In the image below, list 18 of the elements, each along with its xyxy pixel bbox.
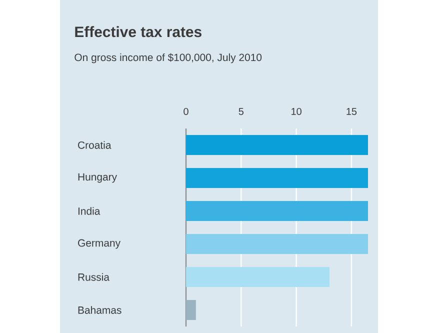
y-tick-label: Croatia [78, 141, 112, 149]
bar [186, 168, 368, 188]
x-tick-label: 5 [238, 108, 244, 115]
bar [186, 300, 196, 320]
bar [186, 234, 368, 254]
x-tick-label: 10 [292, 108, 302, 115]
chart-title: Effective tax rates [75, 26, 202, 38]
bar [186, 135, 368, 156]
bar [186, 267, 330, 288]
y-tick-label: Germany [78, 239, 121, 249]
y-tick-label: Bahamas [78, 306, 122, 314]
x-tick-label: 0 [184, 108, 188, 115]
y-tick-label: Russia [78, 273, 110, 281]
y-tick-label: Hungary [78, 173, 118, 183]
chart-subtitle: On gross income of $100,000, July 2010 [74, 53, 262, 64]
x-tick-label: 15 [346, 108, 357, 115]
y-tick-label: India [78, 207, 100, 215]
bar [186, 201, 368, 222]
